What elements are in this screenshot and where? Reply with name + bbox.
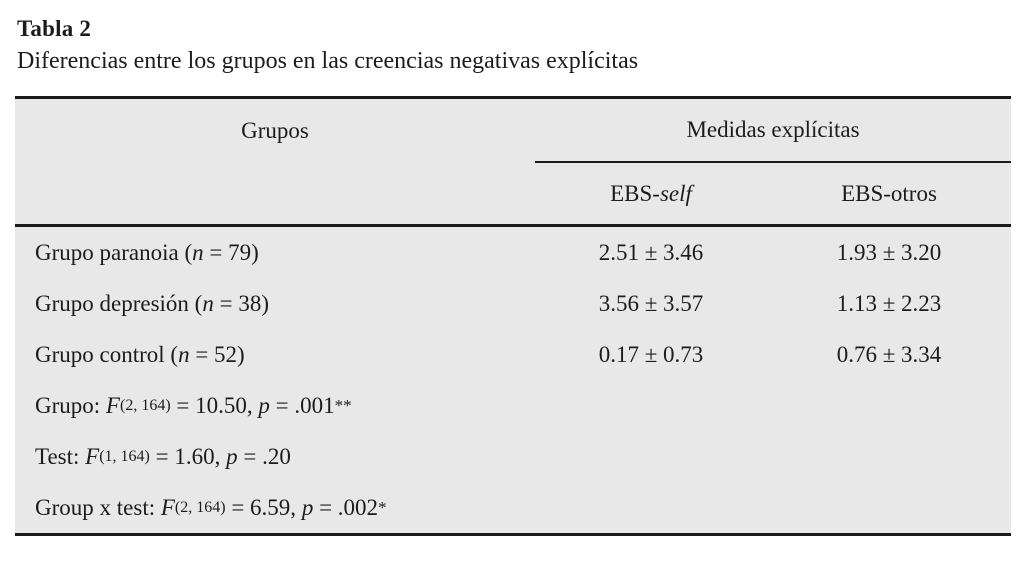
ebs-self-column-header: EBS-self [610, 180, 692, 206]
ebs-otros-column-header: EBS-otros [841, 180, 937, 206]
table-header: Grupos Medidas explícitas EBS-self EBS-o… [15, 99, 1011, 227]
empty-header-cell [15, 163, 535, 224]
header-row-sub: EBS-self EBS-otros [15, 163, 1011, 224]
ebs-otros-value: 1.93 ± 3.20 [836, 239, 942, 265]
ebs-otros-value: 0.76 ± 3.34 [836, 341, 942, 367]
measures-span-header: Medidas explícitas [535, 99, 1011, 163]
statistics-table: Grupos Medidas explícitas EBS-self EBS-o… [15, 96, 1011, 536]
group-label: Grupo paranoia (n = 79) [35, 239, 259, 265]
table-row-paranoia: Grupo paranoia (n = 79) 2.51 ± 3.46 1.93… [15, 227, 1011, 278]
table-label: Tabla 2 [17, 16, 92, 41]
ebs-otros-value: 1.13 ± 2.23 [836, 290, 942, 316]
table-row-depresion: Grupo depresión (n = 38) 3.56 ± 3.57 1.1… [15, 278, 1011, 329]
stat-row-test: Test: F (1, 164) = 1.60, p = .20 [35, 443, 291, 469]
group-label: Grupo depresión (n = 38) [35, 290, 269, 316]
groups-column-header: Grupos [241, 118, 309, 143]
table-row-control: Grupo control (n = 52) 0.17 ± 0.73 0.76 … [15, 329, 1011, 380]
stat-row-group-x-test: Group x test: F (2, 164) = 6.59, p = .002… [35, 494, 387, 520]
ebs-self-value: 3.56 ± 3.57 [598, 290, 704, 316]
stat-row-grupo: Grupo: F (2, 164) = 10.50, p = .001 ** [35, 392, 352, 418]
significance-marker: * [378, 497, 387, 517]
significance-marker: ** [334, 395, 352, 415]
group-label: Grupo control (n = 52) [35, 341, 245, 367]
ebs-self-value: 0.17 ± 0.73 [598, 341, 704, 367]
table-caption-block: Tabla 2 Diferencias entre los grupos en … [17, 14, 1007, 78]
header-row-top: Grupos Medidas explícitas [15, 99, 1011, 163]
ebs-self-value: 2.51 ± 3.46 [598, 239, 704, 265]
table-caption: Diferencias entre los grupos en las cree… [17, 48, 639, 74]
